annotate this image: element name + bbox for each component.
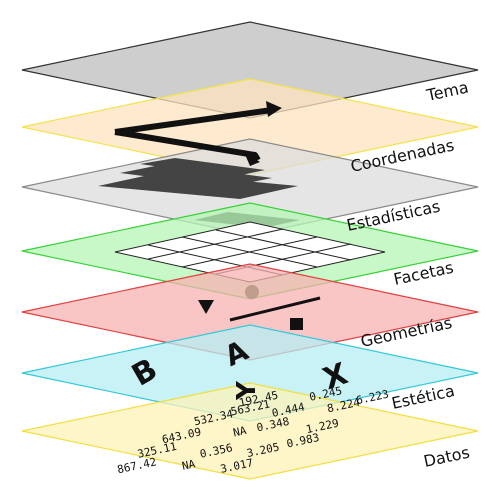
- layer-label-datos: Datos: [422, 443, 471, 471]
- data-value: NA: [232, 424, 248, 440]
- facet-grid: [114, 221, 386, 283]
- aesthetic-letter: Y: [232, 380, 262, 401]
- stat-bar: [98, 173, 298, 199]
- data-value: NA: [181, 457, 197, 473]
- square-geom: [290, 318, 303, 330]
- coord-arrows: [114, 101, 282, 166]
- line-geom: [229, 296, 321, 322]
- layer-label-tema: Tema: [424, 78, 470, 106]
- triangle-geom: [198, 300, 214, 314]
- geom-shapes: [198, 296, 321, 330]
- data-value: 867.42: [116, 455, 158, 476]
- layer-datos-plane: [21, 382, 479, 480]
- stat-bar: [140, 158, 265, 177]
- stat-bar: [120, 164, 272, 187]
